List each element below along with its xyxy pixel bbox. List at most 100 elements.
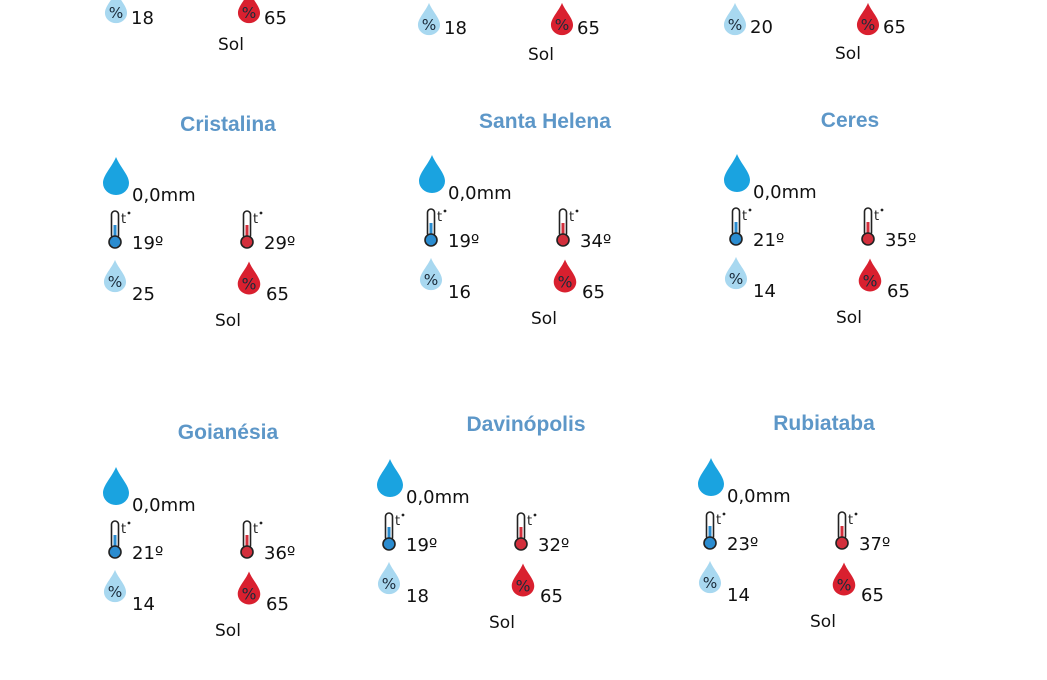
city-name: Davinópolis	[466, 413, 586, 436]
city-name: Cristalina	[180, 113, 276, 136]
condition-label: Sol	[215, 621, 241, 641]
thermometer-min-icon: t	[703, 511, 726, 550]
temp-min-value: 19º	[406, 535, 438, 556]
humidity-min-icon: %	[419, 257, 443, 291]
humidity-min-value: 18	[131, 8, 154, 29]
svg-text:%: %	[108, 273, 123, 291]
svg-text:%: %	[424, 271, 439, 289]
humidity-max-value: 65	[266, 284, 289, 305]
humidity-max-icon: %	[858, 258, 882, 292]
svg-text:%: %	[242, 585, 257, 603]
condition-label: Sol	[836, 308, 862, 328]
rain-amount: 0,0mm	[132, 185, 196, 206]
thermometer-max-icon: t	[240, 210, 263, 249]
svg-text:t: t	[253, 522, 258, 537]
temp-min-value: 21º	[132, 543, 164, 564]
svg-text:%: %	[109, 4, 124, 22]
temp-min-value: 23º	[727, 534, 759, 555]
humidity-min-icon: %	[417, 2, 441, 36]
humidity-min-value: 14	[132, 594, 155, 615]
humidity-max-icon: %	[237, 261, 261, 295]
svg-text:t: t	[253, 212, 258, 227]
humidity-min-icon: %	[723, 2, 747, 36]
rain-amount: 0,0mm	[727, 486, 791, 507]
condition-label: Sol	[531, 309, 557, 329]
temp-max-value: 34º	[580, 231, 612, 252]
humidity-max-icon: %	[553, 259, 577, 293]
svg-text:%: %	[558, 273, 573, 291]
svg-text:t: t	[569, 210, 574, 225]
svg-text:t: t	[874, 209, 879, 224]
humidity-min-value: 14	[727, 585, 750, 606]
thermometer-min-icon: t	[108, 520, 131, 559]
svg-text:%: %	[837, 576, 852, 594]
humidity-max-icon: %	[237, 571, 261, 605]
svg-text:t: t	[437, 210, 442, 225]
temp-min-value: 19º	[132, 233, 164, 254]
condition-label: Sol	[218, 35, 244, 55]
rain-amount: 0,0mm	[132, 495, 196, 516]
svg-text:%: %	[703, 574, 718, 592]
svg-text:%: %	[728, 16, 743, 34]
condition-label: Sol	[528, 45, 554, 65]
humidity-max-icon: %	[856, 2, 880, 36]
humidity-max-icon: %	[237, 0, 261, 24]
svg-text:%: %	[242, 4, 257, 22]
rain-drop-icon	[103, 157, 129, 195]
temp-min-value: 19º	[448, 231, 480, 252]
humidity-max-icon: %	[511, 563, 535, 597]
humidity-max-value: 65	[540, 586, 563, 607]
condition-label: Sol	[489, 613, 515, 633]
thermometer-max-icon: t	[835, 511, 858, 550]
humidity-min-icon: %	[103, 259, 127, 293]
humidity-min-value: 18	[444, 18, 467, 39]
svg-text:t: t	[121, 522, 126, 537]
svg-text:%: %	[242, 275, 257, 293]
thermometer-max-icon: t	[556, 208, 579, 247]
humidity-min-icon: %	[724, 256, 748, 290]
rain-drop-icon	[724, 154, 750, 192]
svg-text:%: %	[863, 272, 878, 290]
svg-text:%: %	[555, 16, 570, 34]
svg-text:t: t	[395, 514, 400, 529]
svg-text:t: t	[716, 513, 721, 528]
humidity-min-value: 25	[132, 284, 155, 305]
temp-max-value: 32º	[538, 535, 570, 556]
thermometer-min-icon: t	[729, 207, 752, 246]
condition-label: Sol	[810, 612, 836, 632]
svg-text:%: %	[861, 16, 876, 34]
svg-text:%: %	[382, 575, 397, 593]
condition-label: Sol	[215, 311, 241, 331]
svg-text:t: t	[527, 514, 532, 529]
humidity-min-icon: %	[103, 569, 127, 603]
thermometer-min-icon: t	[108, 210, 131, 249]
svg-text:%: %	[729, 270, 744, 288]
temp-max-value: 35º	[885, 230, 917, 251]
humidity-max-value: 65	[582, 282, 605, 303]
temp-max-value: 37º	[859, 534, 891, 555]
humidity-min-value: 20	[750, 17, 773, 38]
rain-amount: 0,0mm	[753, 182, 817, 203]
thermometer-max-icon: t	[240, 520, 263, 559]
humidity-min-icon: %	[104, 0, 128, 24]
humidity-min-value: 14	[753, 281, 776, 302]
humidity-max-value: 65	[266, 594, 289, 615]
thermometer-min-icon: t	[424, 208, 447, 247]
rain-drop-icon	[103, 467, 129, 505]
rain-amount: 0,0mm	[448, 183, 512, 204]
humidity-min-icon: %	[377, 561, 401, 595]
humidity-min-value: 18	[406, 586, 429, 607]
temp-max-value: 29º	[264, 233, 296, 254]
humidity-min-value: 16	[448, 282, 471, 303]
svg-text:%: %	[422, 16, 437, 34]
temp-min-value: 21º	[753, 230, 785, 251]
city-name: Ceres	[820, 109, 880, 132]
condition-label: Sol	[835, 44, 861, 64]
svg-text:t: t	[742, 209, 747, 224]
rain-drop-icon	[377, 459, 403, 497]
thermometer-max-icon: t	[514, 512, 537, 551]
svg-text:t: t	[121, 212, 126, 227]
city-name: Santa Helena	[479, 110, 611, 133]
city-name: Goianésia	[177, 421, 279, 444]
svg-text:t: t	[848, 513, 853, 528]
